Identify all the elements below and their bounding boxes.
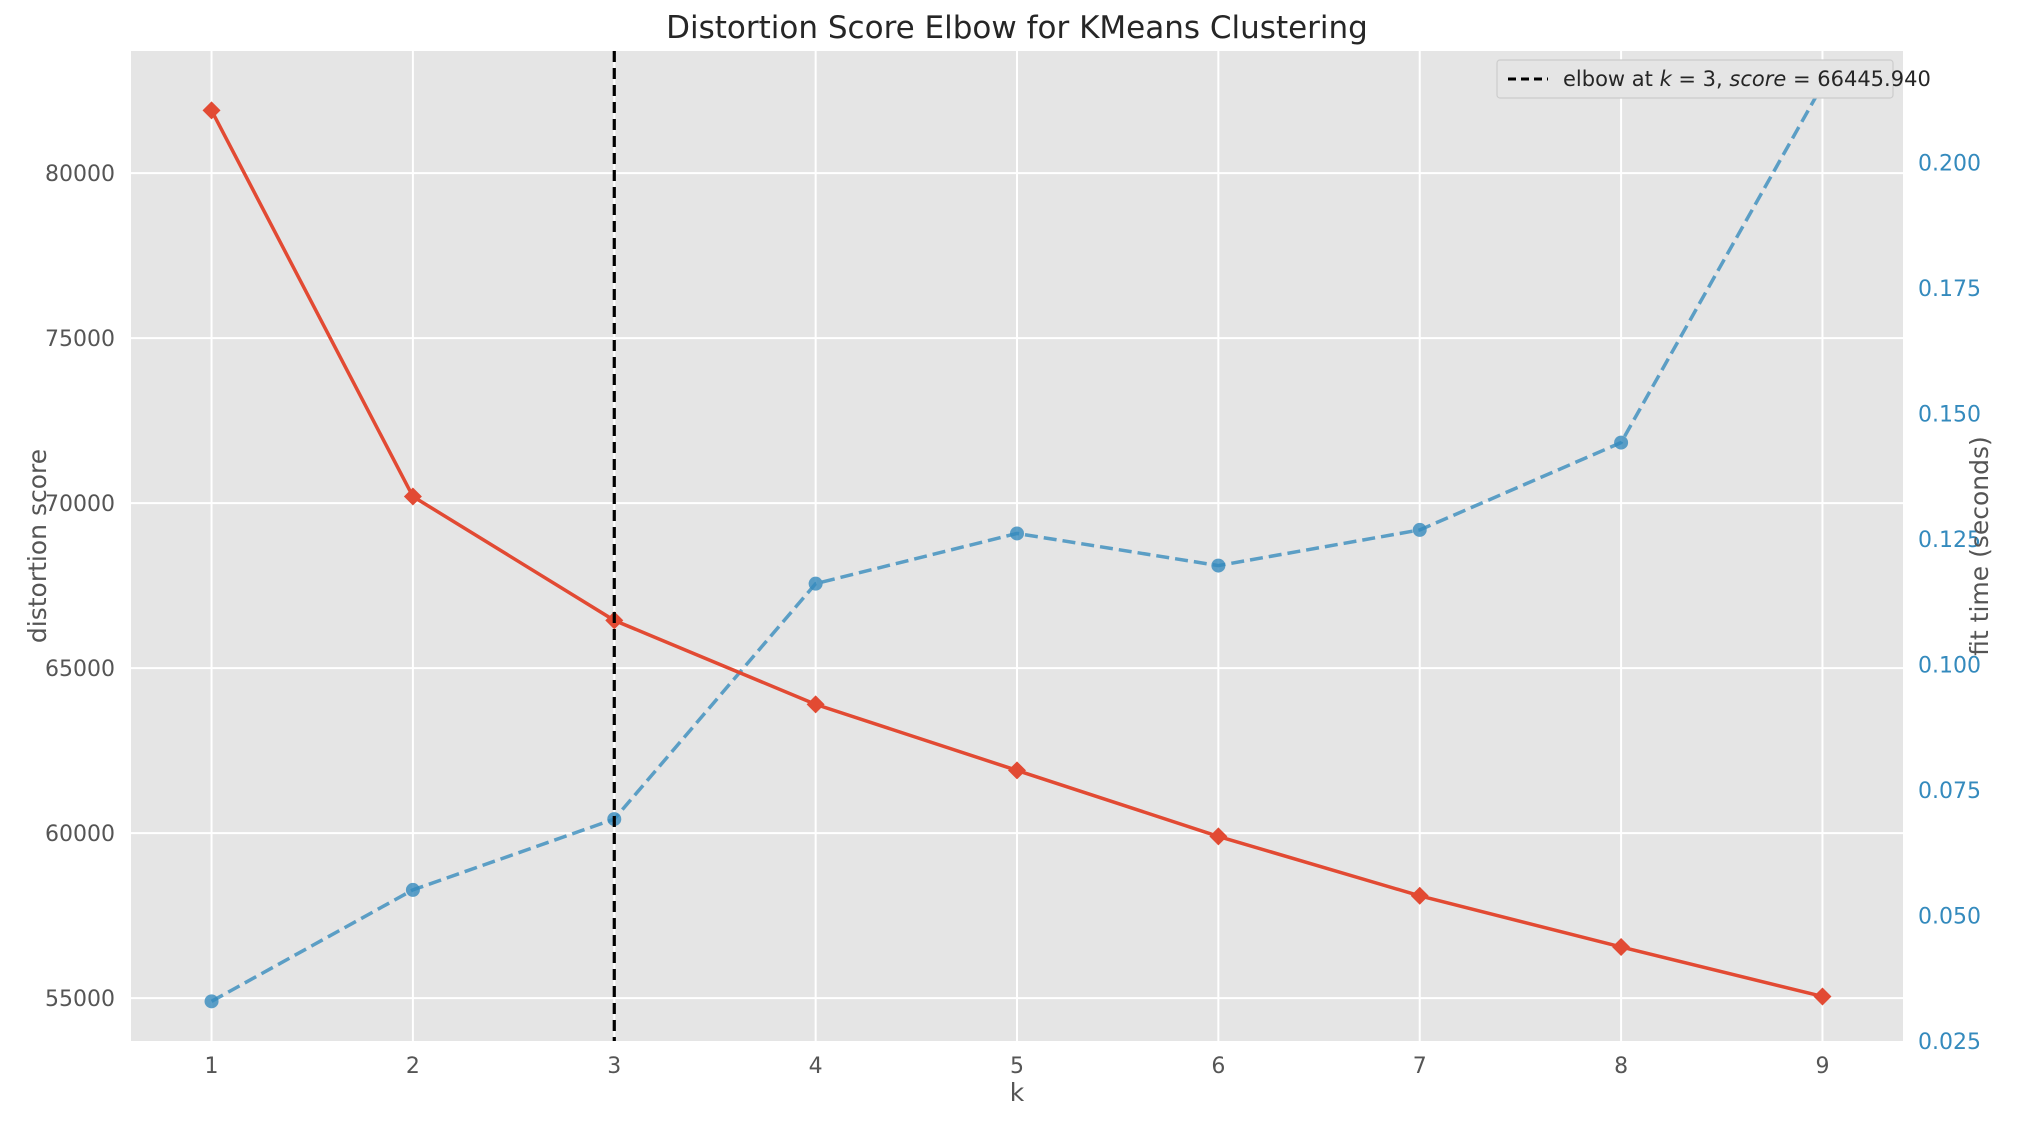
distortion-point <box>403 487 422 506</box>
x-tick-label: 4 <box>809 1054 823 1079</box>
y2-tick-label: 0.150 <box>1918 402 1981 427</box>
fit-time-point <box>1211 558 1226 573</box>
y2-tick-label: 0.125 <box>1918 528 1981 553</box>
y2-tick-label: 0.175 <box>1918 277 1981 302</box>
distortion-point <box>1008 761 1026 780</box>
axis-ticks: 1 2 3 4 5 6 7 8 9 55000 60000 65000 70000 75000 80000 0… <box>45 151 1981 1079</box>
distortion-point <box>1612 937 1631 956</box>
chart-title: Distortion Score Elbow for KMeans Cluste… <box>666 10 1368 46</box>
y2-tick-label: 0.050 <box>1918 904 1981 929</box>
distortion-point <box>1813 987 1832 1006</box>
distortion-point <box>202 101 221 120</box>
x-tick-label: 7 <box>1413 1054 1427 1079</box>
y2-tick-label: 0.100 <box>1918 653 1981 678</box>
x-tick-label: 2 <box>406 1054 420 1079</box>
x-tick-label: 9 <box>1815 1054 1829 1079</box>
y2-tick-label: 0.025 <box>1918 1030 1981 1055</box>
y-tick-label: 55000 <box>45 987 115 1012</box>
fit-time-point <box>1010 526 1024 541</box>
x-axis-label: k <box>1010 1078 1025 1107</box>
x-tick-label: 1 <box>205 1054 219 1079</box>
series <box>202 51 1832 1041</box>
y2-axis-label: fit time (seconds) <box>1965 436 1994 656</box>
distortion-point <box>806 695 825 714</box>
y-tick-label: 60000 <box>45 822 115 847</box>
x-tick-label: 6 <box>1211 1054 1225 1079</box>
y-tick-label: 80000 <box>45 162 115 187</box>
y-tick-label: 70000 <box>45 492 115 517</box>
fit-time-point <box>204 994 219 1009</box>
distortion-point <box>1410 886 1429 905</box>
y2-tick-label: 0.200 <box>1918 151 1981 176</box>
legend-elbow-label: elbow at k = 3, score = 66445.940 <box>1563 67 1931 91</box>
distortion-point <box>1209 827 1228 846</box>
x-tick-label: 5 <box>1010 1054 1024 1079</box>
legend: elbow at k = 3, score = 66445.940 <box>1496 59 1931 99</box>
x-tick-label: 3 <box>607 1054 621 1079</box>
legend-box <box>1496 59 1894 99</box>
fit-time-point <box>405 882 420 897</box>
x-tick-label: 8 <box>1614 1054 1628 1079</box>
y-tick-label: 75000 <box>45 327 115 352</box>
fit-time-point <box>1614 435 1629 450</box>
y-tick-label: 65000 <box>45 657 115 682</box>
y-axis-label: distortion score <box>23 449 52 643</box>
fit-time-point <box>808 576 823 591</box>
y2-tick-label: 0.075 <box>1918 779 1981 804</box>
fit-time-point <box>1412 522 1427 537</box>
